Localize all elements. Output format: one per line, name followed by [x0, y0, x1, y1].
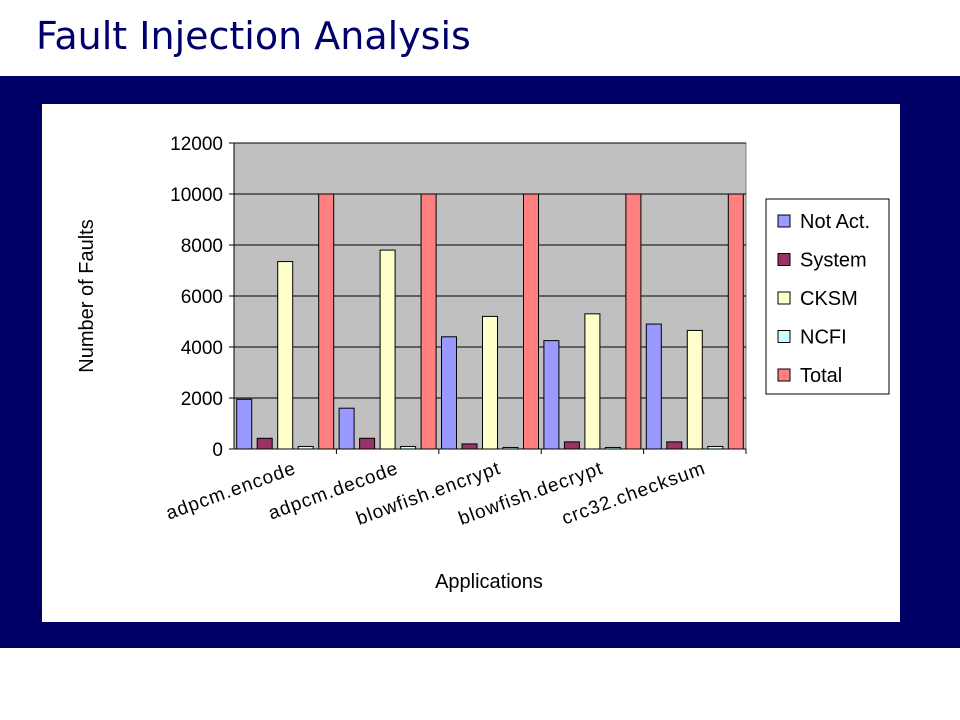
bar-system	[359, 437, 376, 450]
bars	[236, 193, 744, 450]
bar-cksm	[584, 313, 601, 450]
y-tick-label: 10000	[170, 185, 223, 206]
y-tick-label: 12000	[170, 134, 223, 155]
legend-label: NCFI	[800, 327, 847, 349]
legend-swatch	[777, 368, 791, 382]
bar-not-act	[441, 336, 457, 450]
bar-ncfi	[297, 445, 314, 450]
bar-total	[625, 193, 642, 450]
x-axis-tick-labels: adpcm.encodeadpcm.decodeblowfish.encrypt…	[163, 458, 708, 530]
bar-system	[256, 437, 273, 450]
slide-title: Fault Injection Analysis	[36, 14, 471, 58]
bar-total	[318, 193, 335, 450]
bar-not-act	[338, 407, 355, 450]
bar-ncfi	[707, 445, 724, 450]
legend-swatch	[777, 330, 791, 343]
legend-swatch	[777, 214, 791, 228]
bar-ncfi	[400, 445, 417, 450]
bar-cksm	[379, 249, 396, 450]
legend-label: Total	[800, 365, 842, 387]
bar-not-act	[645, 323, 662, 450]
y-tick-label: 4000	[181, 338, 223, 359]
bar-cksm	[277, 261, 294, 450]
bar-system	[563, 441, 580, 450]
bar-not-act	[543, 340, 560, 450]
y-tick-label: 8000	[181, 236, 223, 257]
bar-cksm	[686, 329, 703, 450]
y-axis-tick-labels: 12000 10000 8000 6000 4000 2000 0	[170, 134, 223, 461]
y-axis-label: Number of Faults	[76, 219, 98, 372]
y-tick-label: 6000	[181, 287, 223, 308]
bar-total	[420, 193, 437, 450]
bar-not-act	[236, 398, 253, 450]
legend: Not Act. System CKSM NCFI Total	[765, 198, 890, 395]
bar-ncfi	[604, 446, 621, 450]
bar-total	[727, 193, 744, 450]
legend-label: Not Act.	[800, 211, 870, 233]
x-axis-label: Applications	[435, 571, 543, 593]
bar-cksm	[482, 315, 498, 450]
legend-swatch	[777, 291, 791, 305]
y-tick-label: 2000	[181, 389, 223, 410]
legend-label: System	[800, 250, 867, 272]
y-tick-label: 0	[212, 440, 223, 461]
bar-ncfi	[502, 446, 519, 450]
bar-total	[523, 193, 539, 450]
bar-system	[666, 441, 683, 450]
legend-label: CKSM	[800, 288, 858, 310]
bar-system	[461, 443, 478, 450]
legend-swatch	[777, 253, 791, 266]
